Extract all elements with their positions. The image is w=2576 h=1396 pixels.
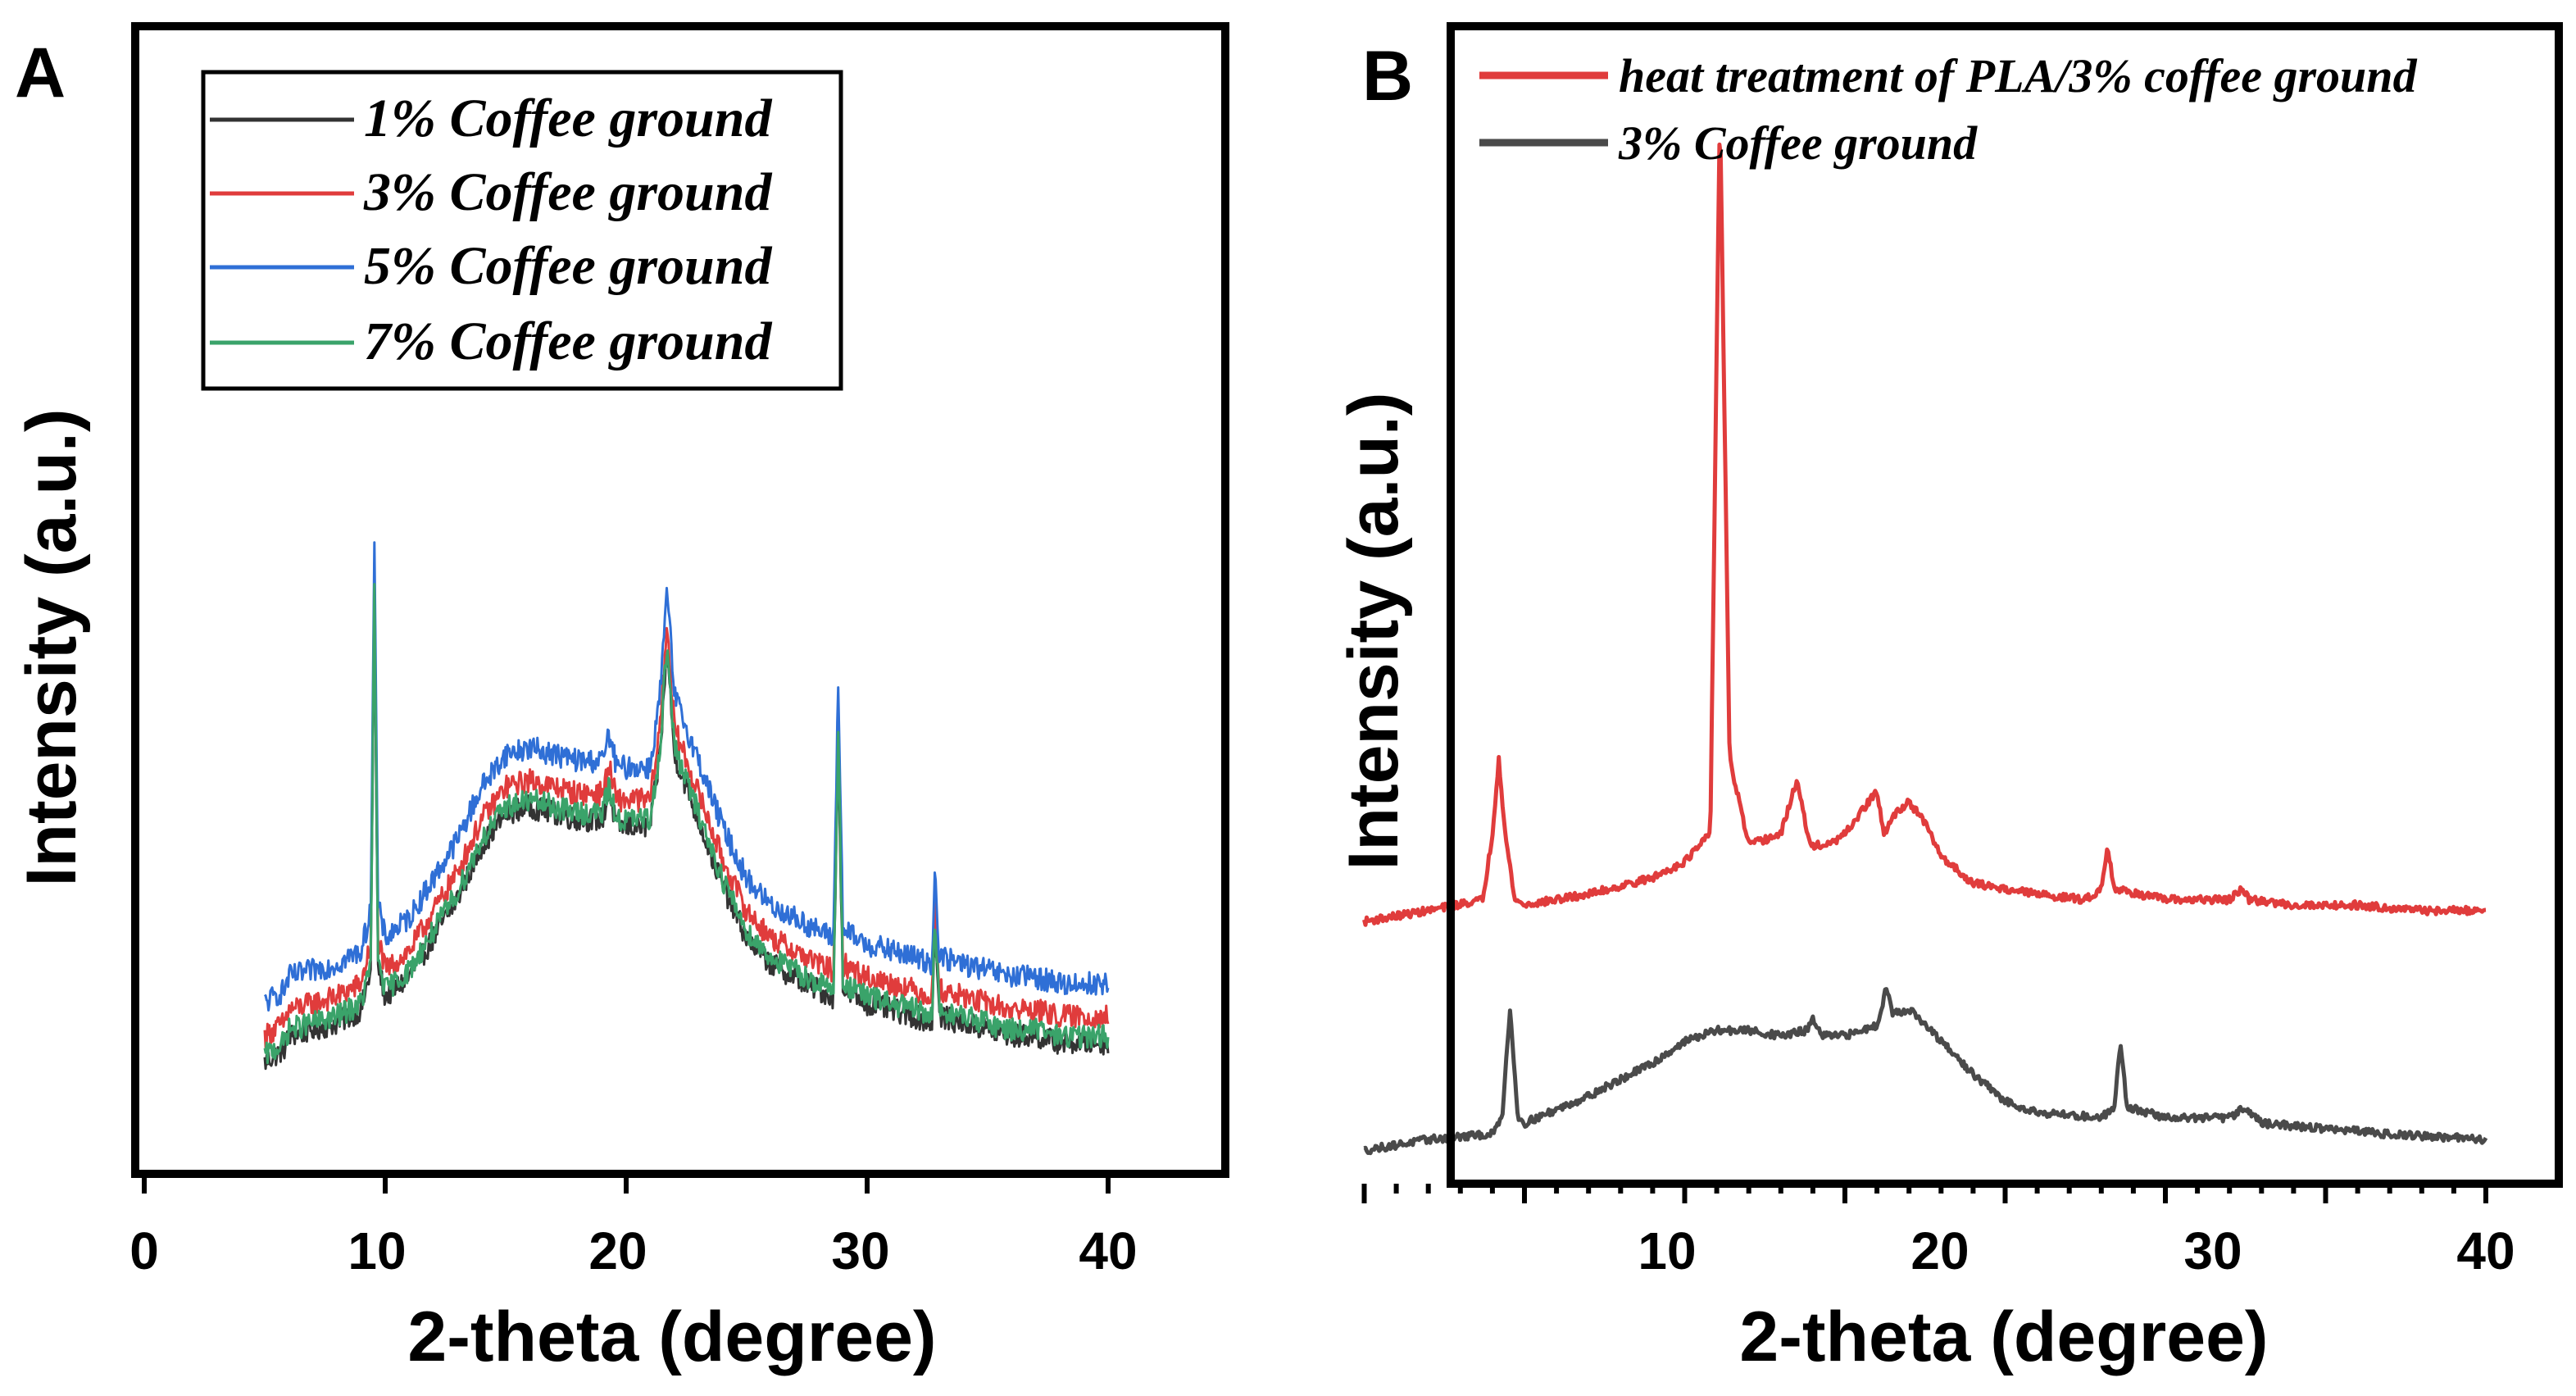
- panel-b-tick-label: 40: [2456, 1221, 2515, 1280]
- panel-b-series: [1362, 142, 2488, 1156]
- panel-a-series: [263, 541, 1110, 1071]
- panel-b-x-axis-title: 2-theta (degree): [1739, 1298, 2268, 1376]
- legend-label: heat treatment of PLA/3% coffee ground: [1619, 49, 2418, 102]
- legend-label: 3% Coffee ground: [363, 162, 772, 222]
- panel-b-tick-label: 20: [1910, 1221, 1969, 1280]
- panel-b-tick-label: 10: [1638, 1221, 1696, 1280]
- panel-b-legend: heat treatment of PLA/3% coffee ground 3…: [1479, 49, 2418, 170]
- panel-b-tick-label: 30: [2183, 1221, 2242, 1280]
- panel-b: B 10 20 30 40 2-theta (degree) Intensity…: [1334, 22, 2563, 1376]
- panel-a-y-axis-title: Intensity (a.u.): [12, 409, 91, 887]
- series-line-5-coffee-ground: [263, 541, 1110, 1012]
- legend-label: 7% Coffee ground: [364, 311, 772, 371]
- panel-a-tick-label: 0: [129, 1221, 159, 1280]
- series-line-7-coffee-ground: [263, 583, 1110, 1065]
- legend-label: 5% Coffee ground: [364, 236, 772, 296]
- series-line-3-coffee-ground: [263, 561, 1110, 1048]
- legend-box: [201, 70, 843, 391]
- panel-a-tick-label: 40: [1079, 1221, 1137, 1280]
- panel-a-x-axis-title: 2-theta (degree): [407, 1298, 936, 1376]
- panel-a-x-ticks: [142, 1174, 1111, 1194]
- panel-a-tick-label: 20: [588, 1221, 647, 1280]
- legend-label: 1% Coffee ground: [364, 89, 772, 148]
- series-line-3-coffee-ground: [1363, 987, 2488, 1156]
- panel-a-letter: A: [15, 34, 66, 112]
- panel-a-tick-label: 30: [831, 1221, 889, 1280]
- panel-a-tick-label: 10: [348, 1221, 406, 1280]
- panel-b-x-ticks: [1361, 1184, 2488, 1203]
- panel-a-legend: 1% Coffee ground 3% Coffee ground 5% Cof…: [201, 70, 843, 391]
- panel-b-y-axis-title: Intensity (a.u.): [1334, 393, 1413, 871]
- panel-b-letter: B: [1362, 37, 1413, 116]
- series-line-heat-treatment-of-pla-3-coffee-ground: [1362, 142, 2487, 927]
- panel-a: A 0 10 20 30 40 2-theta (degree) Intensi…: [12, 22, 1229, 1376]
- legend-label: 3% Coffee ground: [1618, 116, 1978, 170]
- panel-a-frame: [131, 22, 1229, 1178]
- panel-b-frame: [1447, 22, 2563, 1188]
